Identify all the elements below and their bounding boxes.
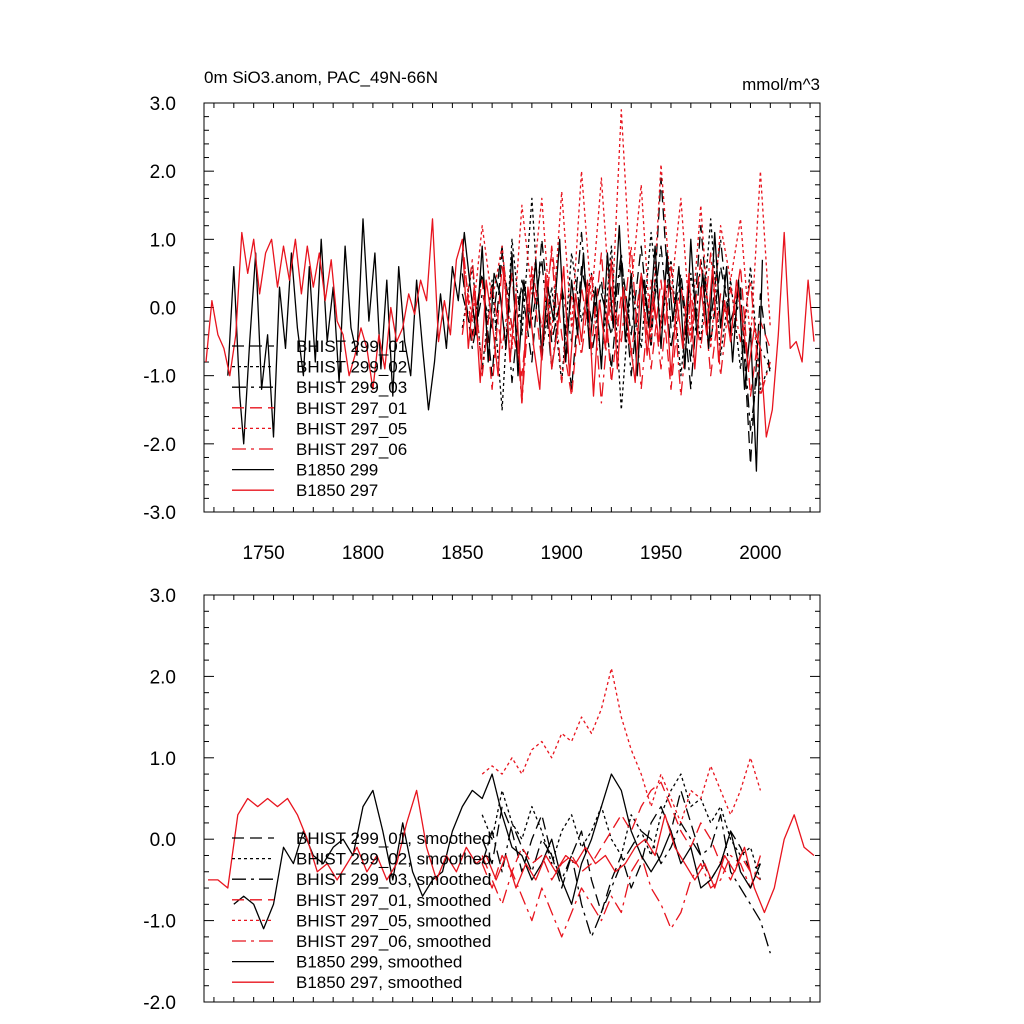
- legend-label: B1850 297: [296, 481, 378, 500]
- legend-label: BHIST 297_06: [296, 440, 407, 459]
- series-line-bhist-299-02-smoothed: [481, 773, 762, 881]
- chart-title: 0m SiO3.anom, PAC_49N-66N: [204, 68, 438, 87]
- legend-label: B1850 299, smoothed: [296, 953, 462, 972]
- legend-label: BHIST 297_05, smoothed: [296, 911, 491, 930]
- legend-label: BHIST 297_05: [296, 419, 407, 438]
- x-tick-label: 1750: [242, 543, 284, 564]
- legend-label: BHIST 297_01: [296, 399, 407, 418]
- series-line-b1850-297: [205, 218, 815, 438]
- legend-label: BHIST 299_02, smoothed: [296, 850, 491, 869]
- series-group: [205, 109, 815, 472]
- y-tick-label: -1.0: [143, 912, 176, 933]
- legend-label: B1850 297, smoothed: [296, 973, 462, 992]
- y-tick-label: 1.0: [150, 749, 176, 770]
- series-group: [208, 667, 815, 954]
- series-line-bhist-299-03-smoothed: [481, 814, 771, 954]
- legend-label: BHIST 299_03, smoothed: [296, 870, 491, 889]
- legend: BHIST 299_01, smoothed BHIST 299_02, smoo…: [232, 829, 491, 992]
- y-tick-label: 0.0: [150, 299, 176, 320]
- y-tick-label: -2.0: [143, 993, 176, 1014]
- x-tick-label: 1850: [441, 543, 483, 564]
- units-label: mmol/m^3: [742, 75, 820, 94]
- x-tick-label: 1800: [342, 543, 384, 564]
- legend-label: BHIST 299_02: [296, 358, 407, 377]
- series-line-b1850-297-smoothed: [208, 789, 815, 914]
- y-tick-label: 0.0: [150, 830, 176, 851]
- y-tick-label: -3.0: [143, 503, 176, 524]
- series-line-bhist-297-01-smoothed: [481, 781, 761, 889]
- y-tick-label: -2.0: [143, 435, 176, 456]
- series-line-bhist-299-02: [461, 197, 771, 411]
- y-tick-label: 1.0: [150, 230, 176, 251]
- legend-label: BHIST 297_01, smoothed: [296, 891, 491, 910]
- y-tick-label: 3.0: [150, 94, 176, 115]
- y-tick-label: 2.0: [150, 162, 176, 183]
- series-line-b1850-299-smoothed: [233, 773, 762, 930]
- legend-label: BHIST 297_06, smoothed: [296, 932, 491, 951]
- y-tick-label: -1.0: [143, 367, 176, 388]
- x-tick-label: 1900: [541, 543, 583, 564]
- x-tick-label: 2000: [739, 543, 781, 564]
- y-tick-label: 2.0: [150, 667, 176, 688]
- legend-label: BHIST 299_01, smoothed: [296, 829, 491, 848]
- legend-label: BHIST 299_01: [296, 337, 407, 356]
- y-tick-label: 3.0: [150, 586, 176, 607]
- top-panel-timeseries: -3.0 -2.0 -1.0 0.0 1.0 2.0 3.0 1750 1800 1850 1900…: [143, 68, 821, 564]
- series-line-bhist-297-01: [461, 239, 771, 397]
- series-line-bhist-297-05-smoothed: [481, 667, 762, 824]
- legend-label: B1850 299: [296, 461, 378, 480]
- bottom-panel-smoothed: -2.0 -1.0 0.0 1.0 2.0 3.0 BHIST 299_01, smooth…: [143, 586, 821, 1014]
- legend-label: BHIST 299_03: [296, 378, 407, 397]
- series-line-bhist-299-03: [461, 231, 771, 431]
- series-line-b1850-299: [227, 218, 764, 472]
- x-tick-label: 1950: [640, 543, 682, 564]
- series-line-bhist-299-01: [461, 177, 771, 465]
